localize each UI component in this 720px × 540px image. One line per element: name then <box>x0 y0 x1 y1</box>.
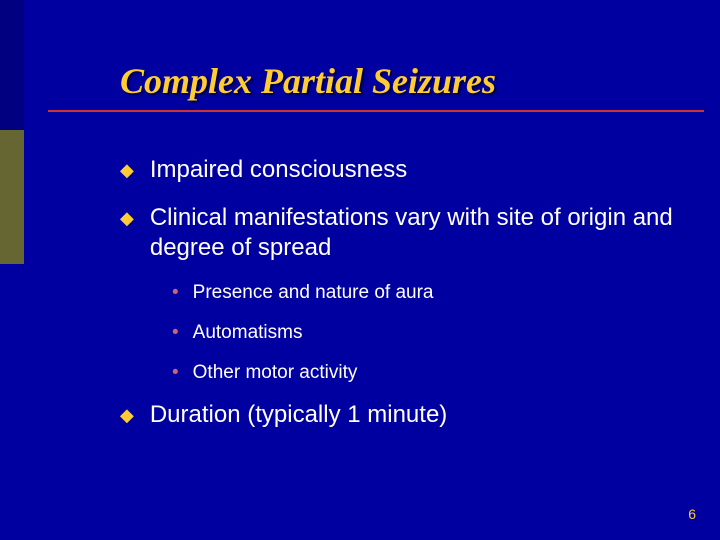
bullet-text: Presence and nature of aura <box>193 281 434 305</box>
page-number: 6 <box>688 506 696 522</box>
bullet-text: Automatisms <box>193 321 303 345</box>
diamond-icon: ◆ <box>120 400 134 430</box>
dot-icon: • <box>172 361 179 385</box>
accent-bar-olive <box>0 130 24 264</box>
slide-body: ◆ Impaired consciousness ◆ Clinical mani… <box>120 155 680 448</box>
sub-list: • Presence and nature of aura • Automati… <box>172 281 680 384</box>
diamond-icon: ◆ <box>120 203 134 233</box>
bullet-text: Duration (typically 1 minute) <box>150 400 447 430</box>
slide-title: Complex Partial Seizures <box>120 60 496 102</box>
list-item: ◆ Duration (typically 1 minute) <box>120 400 680 430</box>
title-underline <box>48 110 704 112</box>
accent-bar-dark <box>0 0 24 130</box>
bullet-text: Impaired consciousness <box>150 155 407 185</box>
dot-icon: • <box>172 281 179 305</box>
list-item: • Automatisms <box>172 321 680 345</box>
bullet-text: Other motor activity <box>193 361 358 385</box>
dot-icon: • <box>172 321 179 345</box>
diamond-icon: ◆ <box>120 155 134 185</box>
list-item: • Presence and nature of aura <box>172 281 680 305</box>
list-item: • Other motor activity <box>172 361 680 385</box>
bullet-text: Clinical manifestations vary with site o… <box>150 203 680 263</box>
list-item: ◆ Impaired consciousness <box>120 155 680 185</box>
list-item: ◆ Clinical manifestations vary with site… <box>120 203 680 263</box>
